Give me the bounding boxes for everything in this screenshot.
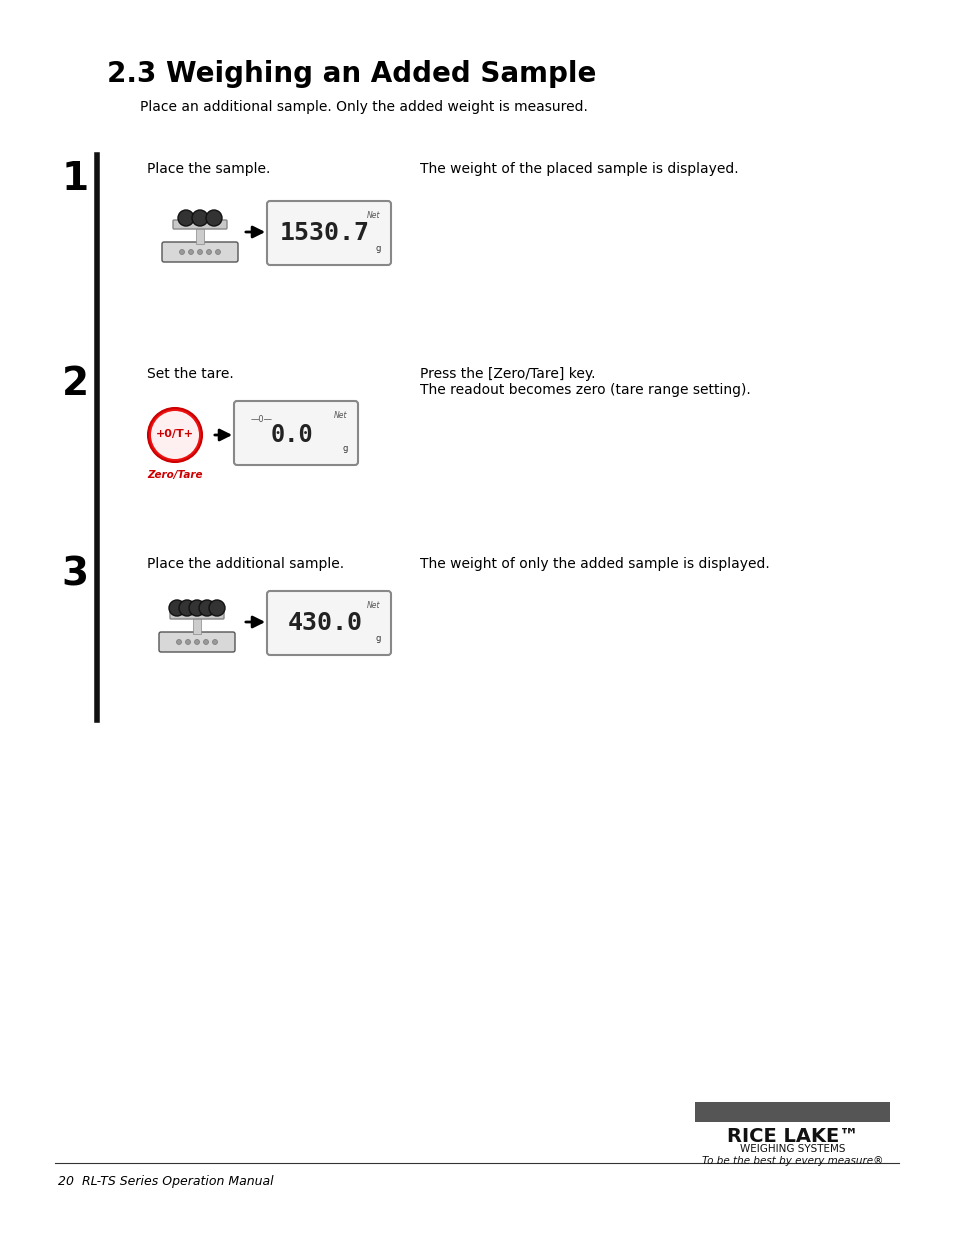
FancyBboxPatch shape (267, 592, 391, 655)
Circle shape (189, 249, 193, 254)
Bar (695, 1102, 889, 1123)
Text: 1: 1 (61, 161, 89, 198)
Text: +0/T+: +0/T+ (156, 429, 193, 438)
Circle shape (206, 210, 222, 226)
Circle shape (199, 600, 214, 616)
Circle shape (179, 249, 184, 254)
Text: 0.0: 0.0 (271, 424, 313, 447)
Circle shape (197, 249, 202, 254)
Text: Net: Net (334, 411, 347, 420)
Text: To be the best by every measure®: To be the best by every measure® (701, 1156, 882, 1166)
Text: 430.0: 430.0 (287, 611, 362, 635)
Text: g: g (375, 245, 380, 253)
Text: Place the sample.: Place the sample. (147, 162, 270, 177)
Text: 3: 3 (61, 555, 89, 593)
Text: The weight of the placed sample is displayed.: The weight of the placed sample is displ… (419, 162, 738, 177)
Bar (193, 618, 201, 634)
Text: Place an additional sample. Only the added weight is measured.: Place an additional sample. Only the add… (140, 100, 587, 114)
Text: Place the additional sample.: Place the additional sample. (147, 557, 344, 571)
FancyBboxPatch shape (233, 401, 357, 466)
Text: g: g (375, 634, 380, 643)
Circle shape (206, 249, 212, 254)
Circle shape (176, 640, 181, 645)
Text: WEIGHING SYSTEMS: WEIGHING SYSTEMS (740, 1144, 845, 1153)
Text: 2: 2 (61, 366, 89, 403)
Circle shape (194, 640, 199, 645)
FancyBboxPatch shape (159, 632, 234, 652)
Circle shape (151, 411, 199, 459)
Text: Zero/Tare: Zero/Tare (147, 471, 203, 480)
Circle shape (169, 600, 185, 616)
Bar (195, 228, 204, 245)
Circle shape (185, 640, 191, 645)
Text: g: g (342, 445, 348, 453)
Circle shape (189, 600, 205, 616)
FancyBboxPatch shape (267, 201, 391, 266)
FancyBboxPatch shape (172, 220, 227, 228)
Text: The readout becomes zero (tare range setting).: The readout becomes zero (tare range set… (419, 383, 750, 396)
Circle shape (148, 408, 202, 462)
Text: 20  RL-TS Series Operation Manual: 20 RL-TS Series Operation Manual (58, 1174, 274, 1188)
Circle shape (203, 640, 209, 645)
Text: Press the [Zero/Tare] key.: Press the [Zero/Tare] key. (419, 367, 595, 382)
FancyBboxPatch shape (162, 242, 237, 262)
Text: Net: Net (366, 601, 379, 610)
Circle shape (213, 640, 217, 645)
Circle shape (209, 600, 225, 616)
Text: —0—: —0— (251, 415, 273, 424)
Text: The weight of only the added sample is displayed.: The weight of only the added sample is d… (419, 557, 769, 571)
Circle shape (179, 600, 194, 616)
Text: Net: Net (366, 211, 379, 220)
Circle shape (192, 210, 208, 226)
Circle shape (215, 249, 220, 254)
Text: 1530.7: 1530.7 (280, 221, 370, 245)
FancyBboxPatch shape (170, 610, 224, 619)
Circle shape (178, 210, 193, 226)
Text: Set the tare.: Set the tare. (147, 367, 233, 382)
Text: RICE LAKE™: RICE LAKE™ (726, 1128, 858, 1146)
Text: 2.3 Weighing an Added Sample: 2.3 Weighing an Added Sample (107, 61, 596, 88)
